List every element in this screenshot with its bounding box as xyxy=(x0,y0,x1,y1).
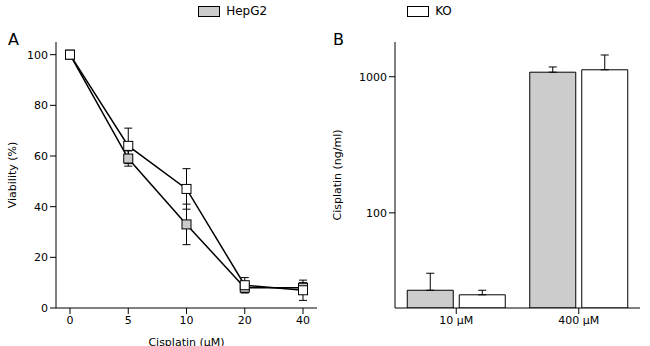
svg-text:20: 20 xyxy=(238,314,252,327)
svg-text:0: 0 xyxy=(67,314,74,327)
html-text:A: A xyxy=(8,30,19,49)
svg-text:0: 0 xyxy=(41,302,48,315)
svg-text:40: 40 xyxy=(296,314,310,327)
html-text:KO: KO xyxy=(435,4,452,18)
html-text:HepG2: HepG2 xyxy=(226,4,268,18)
html-text:B: B xyxy=(333,30,344,49)
svg-text:5: 5 xyxy=(125,314,132,327)
svg-text:100: 100 xyxy=(27,49,48,62)
svg-text:400 μM: 400 μM xyxy=(558,314,599,327)
svg-text:20: 20 xyxy=(34,251,48,264)
svg-text:1000: 1000 xyxy=(359,71,387,84)
svg-text:Viability (%): Viability (%) xyxy=(8,142,19,209)
svg-text:Cisplatin (μM): Cisplatin (μM) xyxy=(148,336,224,346)
svg-text:Cisplatin (ng/ml): Cisplatin (ng/ml) xyxy=(331,129,344,220)
svg-text:10: 10 xyxy=(180,314,194,327)
svg-text:10 μM: 10 μM xyxy=(439,314,473,327)
svg-text:40: 40 xyxy=(34,201,48,214)
svg-text:60: 60 xyxy=(34,150,48,163)
svg-text:80: 80 xyxy=(34,99,48,112)
svg-text:100: 100 xyxy=(366,207,387,220)
